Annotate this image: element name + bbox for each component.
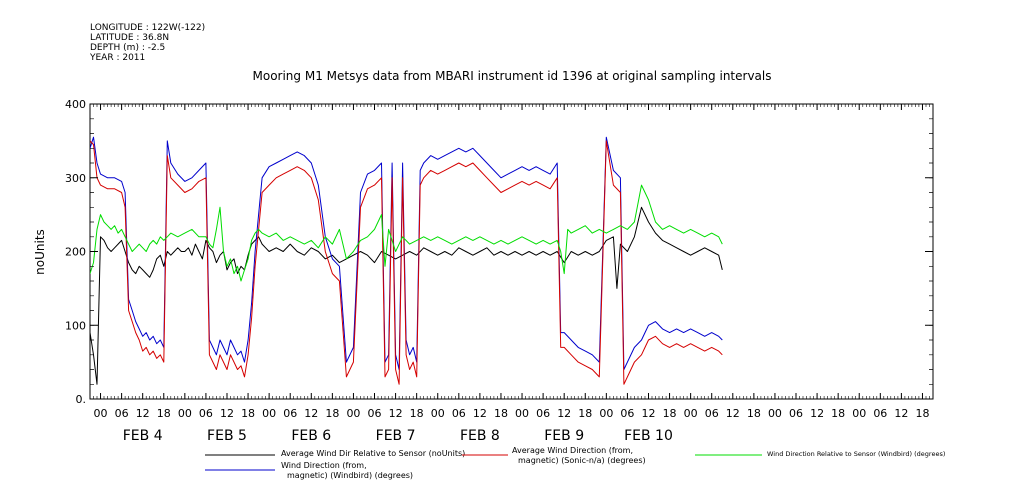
x-tick-label: 06	[199, 407, 213, 420]
legend: Average Wind Dir Relative to Sensor (noU…	[205, 446, 945, 480]
x-day-label: FEB 4	[123, 428, 163, 444]
x-tick-label: 00	[768, 407, 782, 420]
x-tick-label: 00	[431, 407, 445, 420]
x-minor-ticks	[89, 104, 934, 399]
legend-label: Wind Direction (from,	[281, 461, 367, 470]
x-tick-label: 12	[810, 407, 824, 420]
x-tick-label: 00	[94, 407, 108, 420]
legend-label: magnetic) (Sonic-n/a) (degrees)	[518, 456, 646, 465]
y-tick-label: 0.	[76, 393, 87, 406]
x-day-label: FEB 10	[624, 428, 673, 444]
x-tick-label: 12	[473, 407, 487, 420]
x-tick-label: 18	[157, 407, 171, 420]
x-tick-label: 18	[325, 407, 339, 420]
x-tick-label: 12	[220, 407, 234, 420]
y-tick-label: 100	[65, 319, 86, 332]
x-tick-label: 18	[410, 407, 424, 420]
x-tick-label: 00	[599, 407, 613, 420]
x-tick-label: 12	[136, 407, 150, 420]
x-tick-label: 06	[705, 407, 719, 420]
x-tick-label: 12	[557, 407, 571, 420]
y-tick-label: 300	[65, 172, 86, 185]
x-tick-label: 06	[452, 407, 466, 420]
y-tick-label: 200	[65, 246, 86, 259]
x-axis: 00 06 12 18 00 06 12 18 00 06 12 18 00 06 12 18 00 06 12 18…	[89, 104, 934, 444]
y-axis-label: noUnits	[33, 229, 47, 275]
x-tick-label: 18	[494, 407, 508, 420]
plot-area	[89, 103, 934, 400]
header-year: YEAR : 2011	[89, 53, 145, 63]
x-day-label: FEB 6	[291, 428, 331, 444]
header-latitude: LATITUDE : 36.8N	[90, 33, 169, 43]
x-tick-label: 06	[283, 407, 297, 420]
header-depth: DEPTH (m) : -2.5	[90, 43, 165, 53]
x-tick-label: 00	[178, 407, 192, 420]
x-tick-label: 00	[852, 407, 866, 420]
x-tick-label: 18	[663, 407, 677, 420]
y-tick-label: 400	[65, 98, 86, 111]
x-tick-label: 06	[789, 407, 803, 420]
legend-label: Wind Direction Relative to Sensor (Windb…	[767, 450, 945, 458]
x-tick-label: 12	[389, 407, 403, 420]
legend-label: magnetic) (Windbird) (degrees)	[287, 471, 413, 480]
x-tick-label: 18	[831, 407, 845, 420]
x-tick-label: 18	[747, 407, 761, 420]
x-tick-label: 18	[915, 407, 929, 420]
x-tick-label: 00	[515, 407, 529, 420]
x-tick-label: 12	[726, 407, 740, 420]
x-tick-label: 00	[346, 407, 360, 420]
x-tick-label: 00	[262, 407, 276, 420]
legend-label: Average Wind Direction (from,	[512, 446, 633, 455]
series-line-0	[90, 206, 723, 385]
legend-label: Average Wind Dir Relative to Sensor (noU…	[281, 449, 465, 458]
series-line-2	[90, 184, 723, 282]
series-line-1	[90, 140, 723, 385]
x-tick-label: 06	[536, 407, 550, 420]
y-axis: 0. 100 200 300 400	[65, 98, 933, 406]
x-tick-label: 06	[115, 407, 129, 420]
x-day-label: FEB 9	[544, 428, 584, 444]
x-day-label: FEB 5	[207, 428, 247, 444]
x-day-label: FEB 8	[460, 428, 500, 444]
header-info: LONGITUDE : 122W(-122) LATITUDE : 36.8N …	[89, 23, 205, 63]
x-day-label: FEB 7	[376, 428, 416, 444]
chart-title: Mooring M1 Metsys data from MBARI instru…	[253, 69, 772, 83]
x-tick-label: 00	[684, 407, 698, 420]
x-tick-label: 18	[241, 407, 255, 420]
x-tick-label: 06	[620, 407, 634, 420]
x-tick-label: 06	[368, 407, 382, 420]
x-tick-label: 18	[578, 407, 592, 420]
x-tick-label: 12	[641, 407, 655, 420]
x-tick-label: 12	[304, 407, 318, 420]
x-tick-label: 12	[894, 407, 908, 420]
header-longitude: LONGITUDE : 122W(-122)	[90, 23, 205, 33]
x-tick-label: 06	[873, 407, 887, 420]
